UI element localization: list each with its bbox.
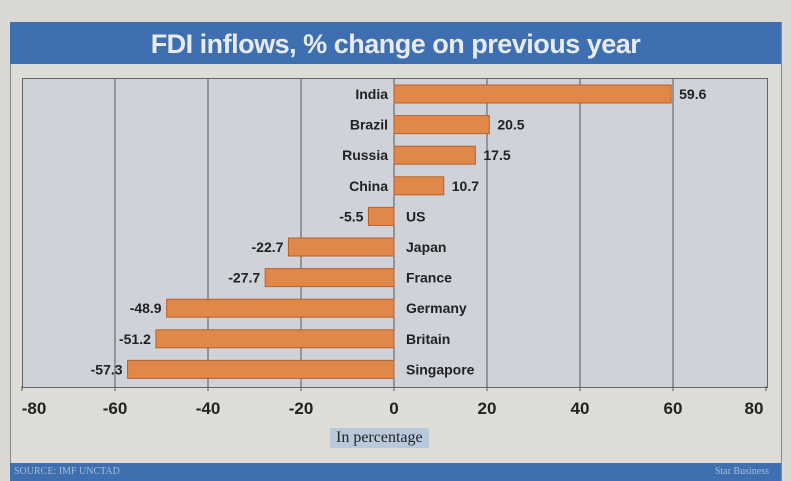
data-label: -48.9 bbox=[130, 300, 162, 316]
category-label: Brazil bbox=[350, 117, 388, 133]
category-label: US bbox=[406, 208, 425, 224]
x-tick-label: -20 bbox=[289, 399, 314, 418]
chart-title: FDI inflows, % change on previous year bbox=[10, 22, 781, 64]
data-label: 10.7 bbox=[452, 178, 479, 194]
category-label: Singapore bbox=[406, 361, 475, 377]
bar-singapore bbox=[127, 359, 395, 379]
credit-note: Star Business bbox=[714, 466, 769, 477]
category-label: Japan bbox=[406, 239, 446, 255]
x-tick-label: -40 bbox=[196, 399, 221, 418]
x-tick-label: -80 bbox=[22, 399, 47, 418]
x-tick-label: -60 bbox=[103, 399, 128, 418]
category-label: China bbox=[349, 178, 388, 194]
x-axis-label: In percentage bbox=[330, 428, 429, 448]
bar-japan bbox=[287, 237, 395, 257]
bar-india bbox=[393, 84, 672, 104]
x-tick-label: 40 bbox=[571, 399, 590, 418]
category-label: India bbox=[355, 86, 388, 102]
category-label: Britain bbox=[406, 331, 450, 347]
x-tick-label: 60 bbox=[664, 399, 683, 418]
bar-russia bbox=[393, 145, 476, 165]
category-label: Russia bbox=[342, 147, 388, 163]
x-tick-label: 80 bbox=[745, 399, 764, 418]
bar-us bbox=[367, 206, 395, 226]
category-label: Germany bbox=[406, 300, 467, 316]
x-tick-label: 20 bbox=[478, 399, 497, 418]
bar-germany bbox=[166, 298, 395, 318]
data-label: -27.7 bbox=[228, 270, 260, 286]
data-label: -22.7 bbox=[252, 239, 284, 255]
category-label: France bbox=[406, 270, 452, 286]
data-label: 17.5 bbox=[483, 147, 510, 163]
bar-china bbox=[393, 176, 445, 196]
data-label: -51.2 bbox=[119, 331, 151, 347]
data-label: -57.3 bbox=[91, 361, 123, 377]
data-label: 59.6 bbox=[679, 86, 706, 102]
data-label: 20.5 bbox=[497, 117, 524, 133]
source-note: SOURCE: IMF UNCTAD bbox=[14, 466, 120, 477]
bar-britain bbox=[155, 329, 395, 349]
bar-brazil bbox=[393, 115, 490, 135]
bar-france bbox=[264, 268, 395, 288]
data-label: -5.5 bbox=[339, 208, 363, 224]
footer-bar: SOURCE: IMF UNCTAD Star Business bbox=[10, 463, 781, 481]
x-tick-label: 0 bbox=[389, 399, 398, 418]
